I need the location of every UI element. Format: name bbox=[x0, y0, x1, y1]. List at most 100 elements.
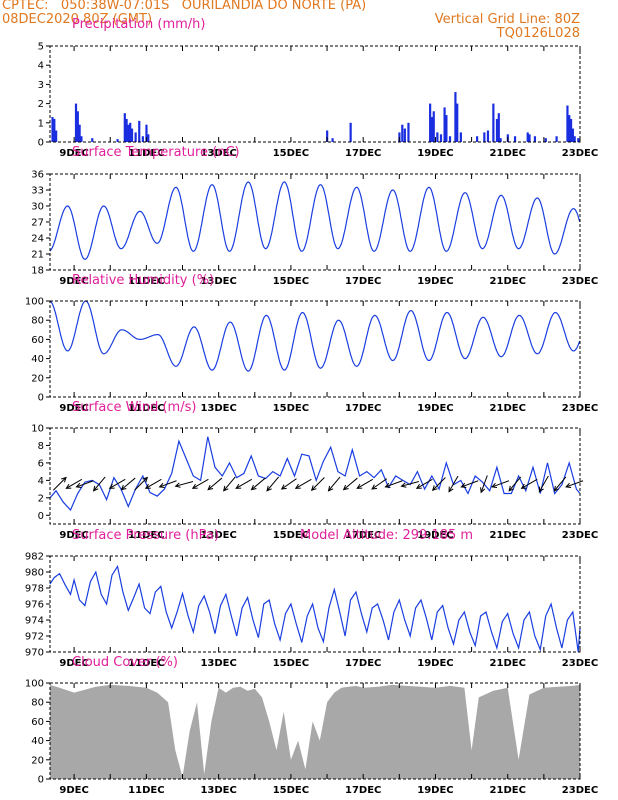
precip-bar bbox=[134, 132, 137, 142]
precip-xtick-label: 19DEC bbox=[417, 148, 453, 159]
cloud-frame bbox=[49, 682, 581, 780]
precip-bar bbox=[116, 139, 119, 142]
wind-ytick-label: 2 bbox=[38, 493, 44, 504]
rh-xtick-label: 13DEC bbox=[200, 403, 236, 414]
precip-bar bbox=[436, 132, 439, 142]
cloud-title: Cloud Cover (%) bbox=[72, 655, 178, 670]
wind-vector-arrow bbox=[343, 477, 358, 491]
wind-vector-head bbox=[144, 483, 151, 489]
rh-ytick-label: 100 bbox=[25, 297, 44, 308]
temp-xtick-label: 21DEC bbox=[490, 276, 526, 287]
precip-bar bbox=[568, 115, 571, 142]
precip-xtick-label: 23DEC bbox=[562, 148, 598, 159]
wind-ytick-label: 0 bbox=[38, 511, 44, 522]
wind-frame bbox=[49, 427, 581, 525]
wind-vector-head bbox=[61, 476, 67, 483]
precip-bar bbox=[448, 136, 452, 142]
wind-vector-arrow bbox=[66, 478, 83, 489]
wind-vector-head bbox=[294, 483, 301, 489]
temp-series-line bbox=[49, 181, 581, 260]
temp-xtick-label: 23DEC bbox=[562, 276, 598, 287]
wind-vector-arrow bbox=[461, 480, 479, 488]
precip-bar bbox=[497, 113, 500, 142]
precip-bar bbox=[499, 138, 502, 142]
wind-vector-arrow bbox=[553, 476, 567, 492]
cloud-xtick-label: 11DEC bbox=[128, 785, 164, 796]
wind-vector-arrow bbox=[145, 478, 162, 489]
precip-bar bbox=[326, 130, 329, 142]
wind-vector-head bbox=[310, 485, 317, 491]
precip-bar bbox=[544, 138, 547, 142]
cloud-ytick-label: 20 bbox=[31, 755, 44, 766]
precip-bar bbox=[429, 103, 432, 142]
wind-vector-head bbox=[431, 485, 438, 491]
wind-ytick-label: 10 bbox=[31, 424, 44, 435]
precip-ytick-label: 3 bbox=[38, 80, 44, 91]
pressure-ytick-label: 974 bbox=[25, 616, 44, 627]
header-grid-line: Vertical Grid Line: 80Z bbox=[434, 12, 580, 27]
wind-vector-head bbox=[92, 485, 99, 492]
wind-vector-head bbox=[520, 483, 527, 489]
pressure-xtick-label: 11DEC bbox=[128, 658, 164, 669]
wind-vector-arrow bbox=[159, 480, 177, 488]
wind-vector-head bbox=[342, 484, 349, 491]
rh-ytick-label: 40 bbox=[31, 354, 44, 365]
wind-vector-arrow bbox=[266, 476, 280, 492]
wind-xtick-label: 21DEC bbox=[490, 530, 526, 541]
wind-vector-head bbox=[480, 487, 486, 494]
pressure-xtick-label: 13DEC bbox=[200, 658, 236, 669]
wind-vector-head bbox=[65, 483, 72, 489]
pressure-xtick-label: 15DEC bbox=[273, 658, 309, 669]
wind-vector-arrow bbox=[93, 476, 106, 492]
precip-bar bbox=[401, 124, 404, 142]
precip-bar bbox=[526, 132, 529, 142]
precip-bar bbox=[528, 134, 531, 142]
precip-bar bbox=[74, 103, 78, 142]
wind-xtick-label: 15DEC bbox=[273, 530, 309, 541]
wind-vector-arrow bbox=[508, 476, 522, 492]
precip-bar bbox=[129, 122, 132, 142]
pressure-ytick-label: 976 bbox=[25, 600, 44, 611]
precip-bar bbox=[78, 124, 81, 142]
temp-ytick-label: 27 bbox=[31, 218, 44, 229]
precip-ytick-label: 0 bbox=[38, 138, 44, 149]
wind-vector-head bbox=[75, 482, 82, 489]
wind-vector-arrow bbox=[52, 477, 67, 491]
wind-vector-arrow bbox=[223, 476, 236, 492]
precip-bar bbox=[145, 124, 148, 142]
cloud-xtick-label: 15DEC bbox=[273, 785, 309, 796]
precip-bar bbox=[573, 136, 576, 142]
wind-vector-arrow bbox=[207, 477, 223, 491]
wind-vector-head bbox=[400, 482, 407, 488]
precip-bar bbox=[430, 117, 434, 142]
precip-ytick-label: 1 bbox=[38, 118, 44, 129]
wind-vector-arrow bbox=[432, 477, 446, 491]
precip-bar bbox=[569, 118, 573, 142]
wind-vector-arrow bbox=[385, 480, 403, 488]
cloud-ytick-label: 0 bbox=[38, 775, 44, 786]
precip-bar bbox=[403, 128, 406, 142]
wind-vector-arrow bbox=[134, 477, 148, 491]
precip-bar bbox=[91, 138, 94, 142]
rh-xtick-label: 23DEC bbox=[562, 403, 598, 414]
precip-bar bbox=[476, 136, 479, 142]
wind-vector-head bbox=[565, 482, 572, 489]
temp-title: Surface Temperature (nC) bbox=[72, 145, 240, 160]
header-date: 08DEC2020 80Z (GMT) bbox=[2, 12, 153, 27]
pressure-xtick-label: 21DEC bbox=[490, 658, 526, 669]
wind-vector-arrow bbox=[121, 477, 136, 491]
wind-vector-arrow bbox=[480, 475, 488, 493]
precip-bar bbox=[445, 115, 448, 142]
precip-xtick-label: 17DEC bbox=[345, 148, 381, 159]
precip-bar bbox=[439, 134, 443, 142]
cloud-xtick-label: 19DEC bbox=[417, 785, 453, 796]
precip-bar bbox=[483, 132, 486, 142]
wind-ytick-label: 4 bbox=[38, 476, 44, 487]
wind-xtick-label: 13DEC bbox=[200, 530, 236, 541]
wind-vector-arrow bbox=[521, 478, 538, 489]
header-model: TQ0126L028 bbox=[496, 26, 580, 41]
temp-xtick-label: 9DEC bbox=[59, 276, 88, 287]
precip-bar bbox=[566, 105, 569, 142]
precip-bar bbox=[407, 122, 410, 142]
